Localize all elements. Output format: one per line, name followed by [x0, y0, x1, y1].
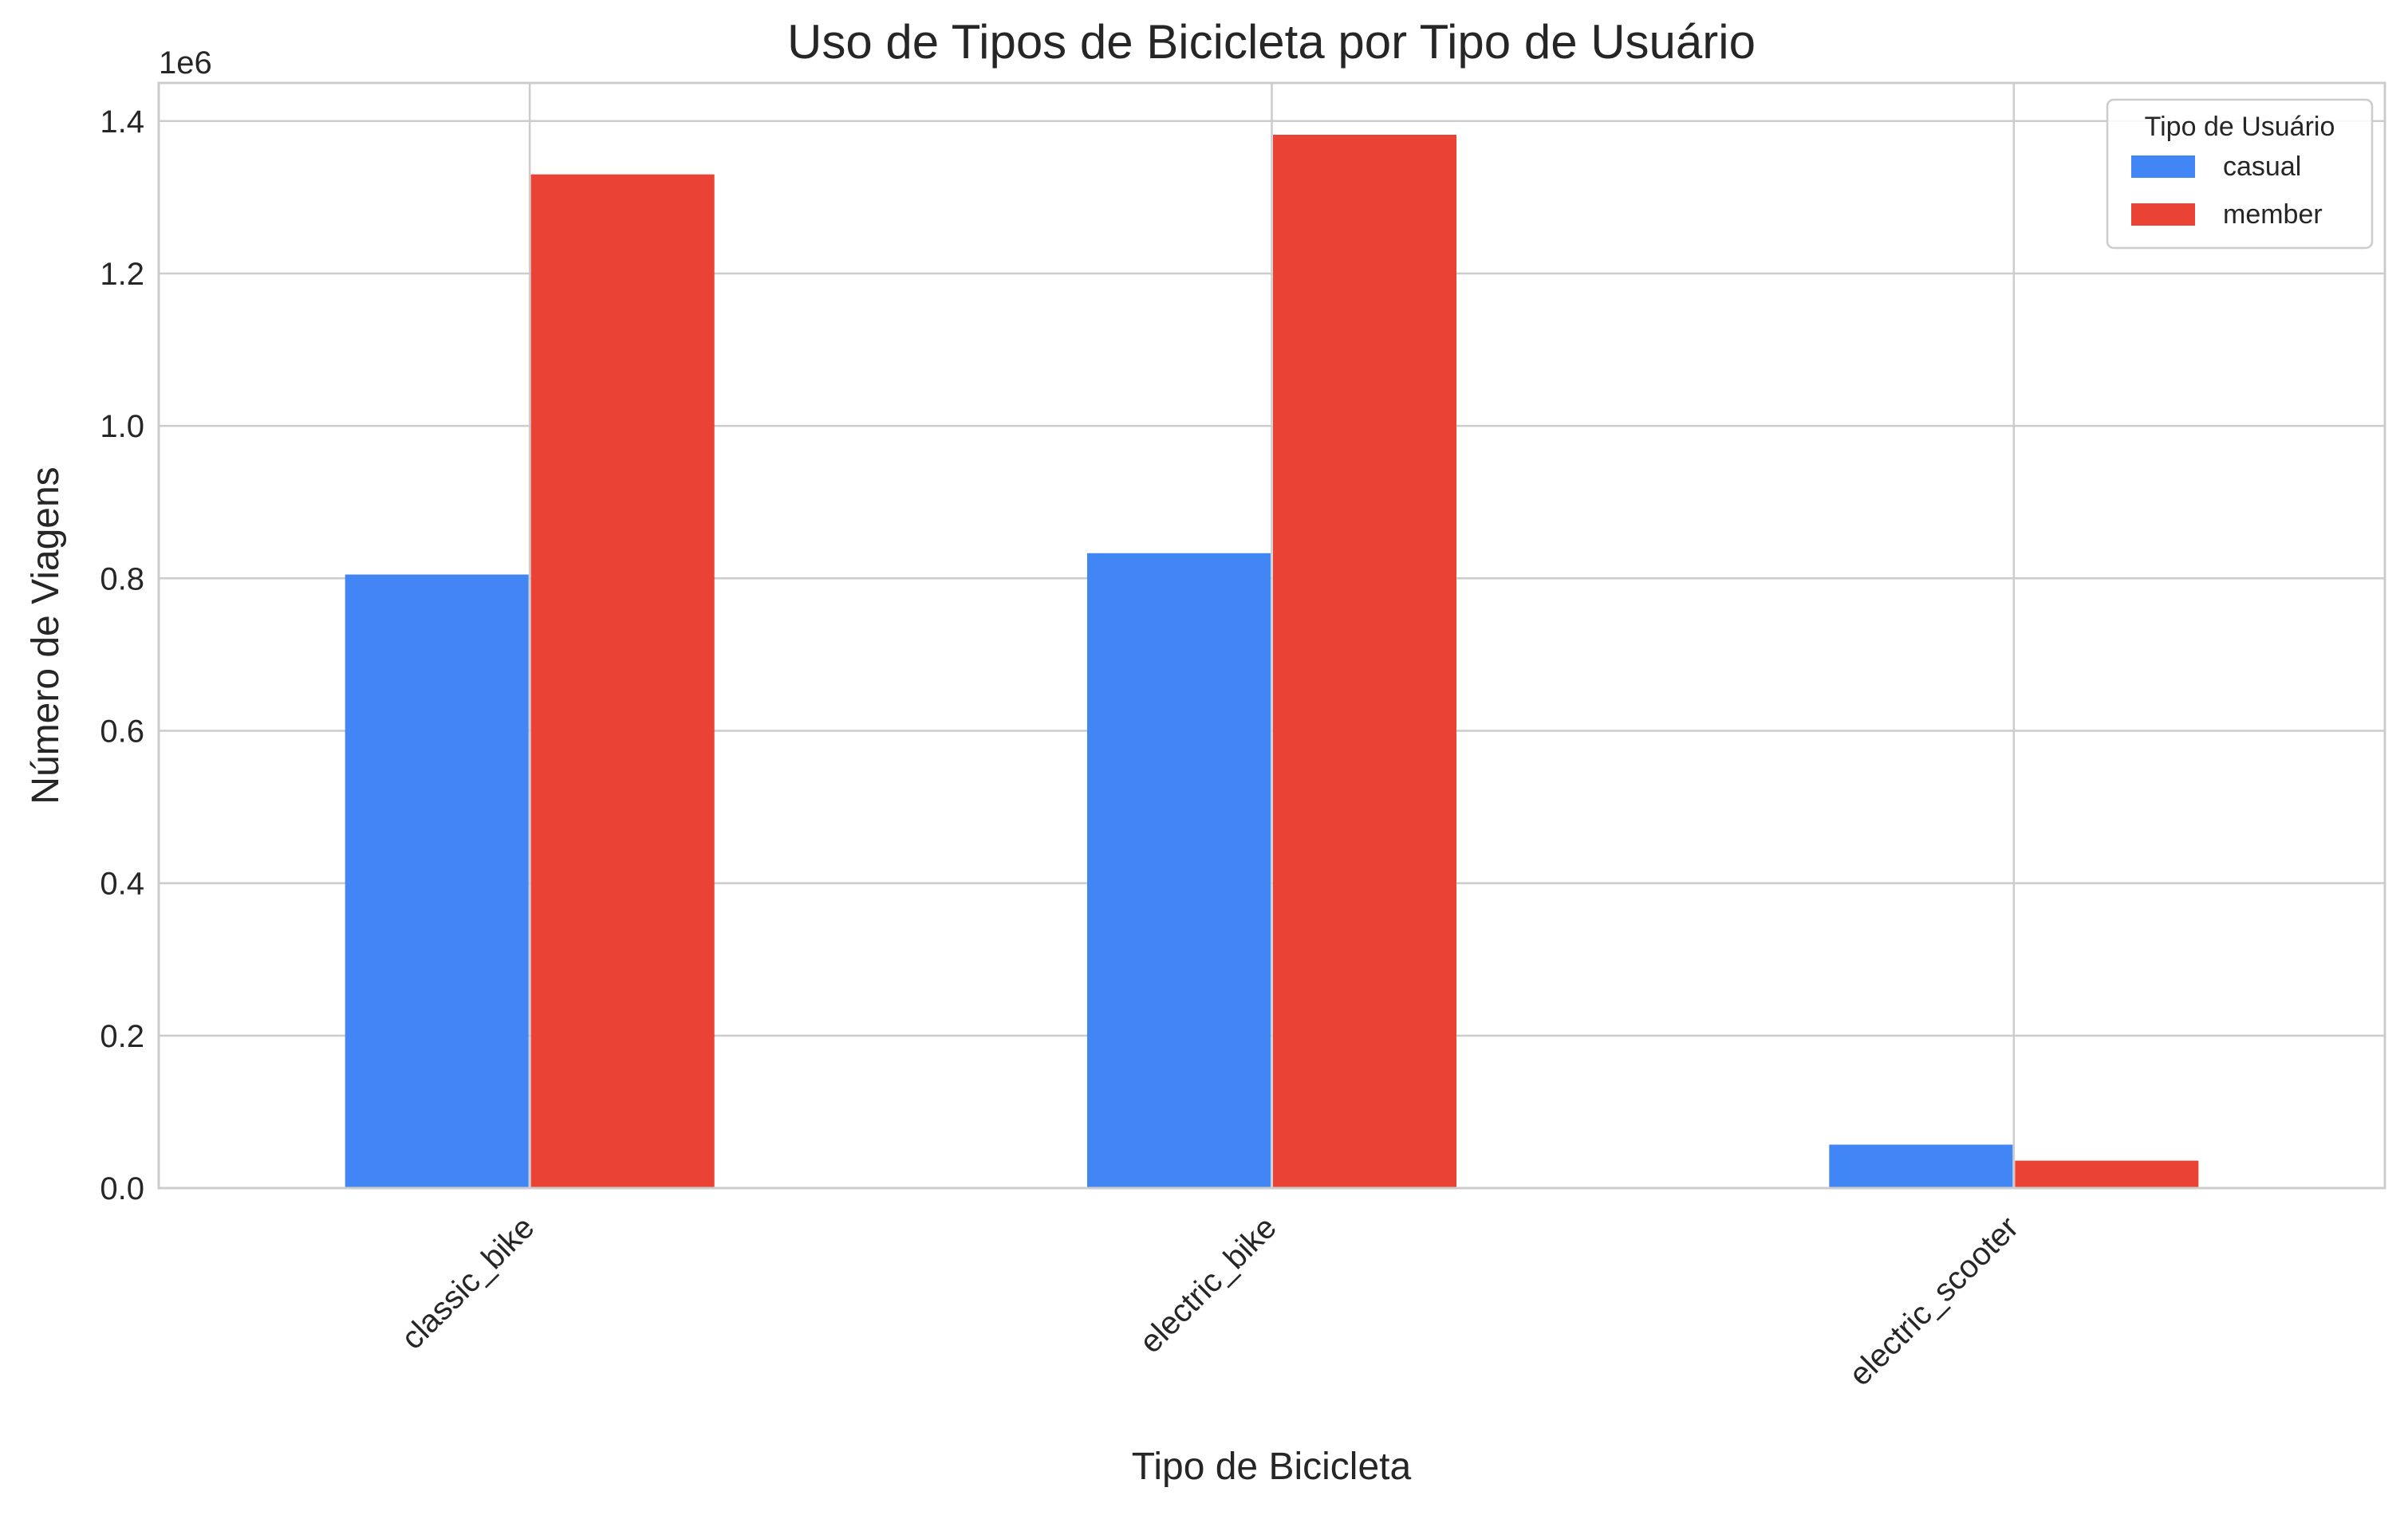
- y-offset-label: 1e6: [159, 45, 212, 81]
- legend: Tipo de Usuário casual member: [2106, 98, 2374, 250]
- plot-frame: [157, 81, 2386, 1190]
- y-tick-label: 0.8: [100, 561, 144, 596]
- bar-casual: [345, 574, 529, 1188]
- legend-swatch-casual: [2131, 155, 2195, 178]
- y-tick-label: 0.4: [100, 867, 144, 902]
- y-tick-label: 0.6: [100, 714, 144, 749]
- y-tick-label: 1.0: [100, 409, 144, 444]
- x-axis-label: Tipo de Bicicleta: [1132, 1446, 1412, 1488]
- y-tick-label: 1.4: [100, 104, 144, 140]
- y-axis-label: Número de Viagens: [25, 466, 67, 804]
- legend-swatch-member: [2131, 203, 2195, 226]
- bars: [345, 134, 2199, 1188]
- chart-title: Uso de Tipos de Bicicleta por Tipo de Us…: [787, 15, 1756, 69]
- gridlines: [159, 83, 2385, 1190]
- bar-member: [530, 174, 715, 1188]
- y-tick-label: 0.2: [100, 1019, 144, 1054]
- legend-items: casual member: [2131, 152, 2323, 230]
- y-tick-labels: 0.0 0.2 0.4 0.6 0.8 1.0 1.2 1.4: [100, 104, 144, 1206]
- y-tick-label: 1.2: [100, 257, 144, 292]
- bar-casual: [1829, 1144, 2013, 1188]
- legend-label-casual: casual: [2223, 152, 2301, 182]
- bar-casual: [1087, 553, 1271, 1188]
- bar-member: [2015, 1160, 2199, 1188]
- legend-title: Tipo de Usuário: [2145, 112, 2335, 142]
- y-tick-label: 0.0: [100, 1171, 144, 1206]
- bar-member: [1273, 134, 1456, 1188]
- legend-label-member: member: [2223, 199, 2323, 230]
